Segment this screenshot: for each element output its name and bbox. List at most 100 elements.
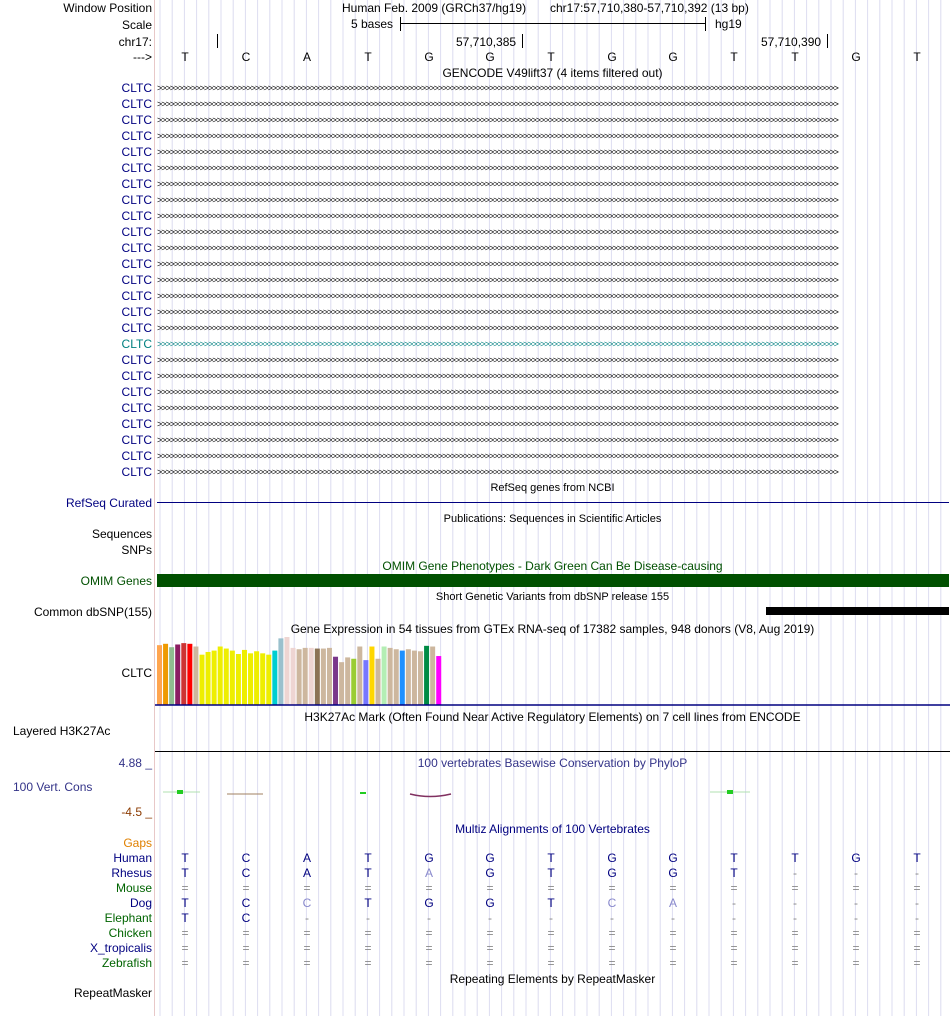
gencode-item-label[interactable]: CLTC <box>121 113 152 127</box>
gtex-tissue-bar[interactable] <box>187 643 193 705</box>
gtex-tissue-bar[interactable] <box>290 647 296 705</box>
gtex-tissue-bar[interactable] <box>375 658 381 705</box>
gencode-transcript-intron[interactable]: >>>>>>>>>>>>>>>>>>>>>>>>>>>>>>>>>>>>>>>>… <box>157 372 839 380</box>
dbsnp-label[interactable]: Common dbSNP(155) <box>33 605 152 619</box>
gtex-tissue-bar[interactable] <box>223 648 229 705</box>
gencode-transcript-intron[interactable]: >>>>>>>>>>>>>>>>>>>>>>>>>>>>>>>>>>>>>>>>… <box>157 196 839 204</box>
gtex-tissue-bar[interactable] <box>169 647 175 705</box>
gtex-tissue-bar[interactable] <box>314 648 320 705</box>
multiz-species-label[interactable]: Dog <box>129 896 152 910</box>
omim-label[interactable]: OMIM Genes <box>80 574 152 588</box>
conservation-track-title[interactable]: 100 vertebrates Basewise Conservation by… <box>417 756 688 770</box>
gencode-transcript-intron[interactable]: >>>>>>>>>>>>>>>>>>>>>>>>>>>>>>>>>>>>>>>>… <box>157 420 839 428</box>
gtex-tissue-bar[interactable] <box>320 648 326 705</box>
gencode-transcript-intron[interactable]: >>>>>>>>>>>>>>>>>>>>>>>>>>>>>>>>>>>>>>>>… <box>157 388 839 396</box>
gtex-tissue-bar[interactable] <box>345 657 351 705</box>
gencode-transcript-intron[interactable]: >>>>>>>>>>>>>>>>>>>>>>>>>>>>>>>>>>>>>>>>… <box>157 292 839 300</box>
gencode-item-label[interactable]: CLTC <box>121 97 152 111</box>
gtex-tissue-bar[interactable] <box>405 649 411 705</box>
gtex-tissue-bar[interactable] <box>163 643 169 705</box>
gencode-transcript-intron[interactable]: >>>>>>>>>>>>>>>>>>>>>>>>>>>>>>>>>>>>>>>>… <box>157 244 839 252</box>
gtex-tissue-bar[interactable] <box>248 653 254 705</box>
gencode-item-label[interactable]: CLTC <box>121 433 152 447</box>
gtex-tissue-bar[interactable] <box>181 643 187 705</box>
gtex-tissue-bar[interactable] <box>205 651 211 705</box>
gencode-item-label[interactable]: CLTC <box>121 337 152 351</box>
gencode-item-label[interactable]: CLTC <box>121 145 152 159</box>
gencode-item-label[interactable]: CLTC <box>121 353 152 367</box>
gtex-tissue-bar[interactable] <box>411 650 417 705</box>
multiz-species-label[interactable]: Human <box>113 851 152 865</box>
gencode-transcript-intron[interactable]: >>>>>>>>>>>>>>>>>>>>>>>>>>>>>>>>>>>>>>>>… <box>157 260 839 268</box>
gtex-tissue-bar[interactable] <box>266 654 272 705</box>
gtex-tissue-bar[interactable] <box>339 662 345 705</box>
gtex-tissue-bar[interactable] <box>193 646 199 705</box>
publications-track-title[interactable]: Publications: Sequences in Scientific Ar… <box>443 513 662 525</box>
gtex-tissue-bar[interactable] <box>199 654 205 705</box>
gencode-item-label[interactable]: CLTC <box>121 225 152 239</box>
gtex-tissue-bar[interactable] <box>308 647 314 705</box>
gencode-transcript-intron[interactable]: >>>>>>>>>>>>>>>>>>>>>>>>>>>>>>>>>>>>>>>>… <box>157 276 839 284</box>
publications-label-sequences[interactable]: Sequences <box>91 527 152 541</box>
gtex-tissue-bar[interactable] <box>260 653 266 705</box>
gencode-item-label[interactable]: CLTC <box>121 449 152 463</box>
gencode-item-label[interactable]: CLTC <box>121 161 152 175</box>
gtex-tissue-bar[interactable] <box>175 644 181 705</box>
gtex-bar-chart[interactable] <box>155 635 950 707</box>
gtex-label[interactable]: CLTC <box>121 666 152 680</box>
gtex-tissue-bar[interactable] <box>235 654 241 705</box>
repeatmasker-track-title[interactable]: Repeating Elements by RepeatMasker <box>449 972 656 986</box>
gencode-transcript-intron[interactable]: >>>>>>>>>>>>>>>>>>>>>>>>>>>>>>>>>>>>>>>>… <box>157 452 839 460</box>
multiz-species-label[interactable]: Rhesus <box>111 866 152 880</box>
gencode-transcript-intron[interactable]: >>>>>>>>>>>>>>>>>>>>>>>>>>>>>>>>>>>>>>>>… <box>157 212 839 220</box>
gtex-tissue-bar[interactable] <box>241 649 247 705</box>
gencode-item-label[interactable]: CLTC <box>121 289 152 303</box>
gtex-tissue-bar[interactable] <box>369 646 375 705</box>
gtex-tissue-bar[interactable] <box>393 649 399 705</box>
gencode-transcript-intron[interactable]: >>>>>>>>>>>>>>>>>>>>>>>>>>>>>>>>>>>>>>>>… <box>157 228 839 236</box>
gencode-item-label[interactable]: CLTC <box>121 129 152 143</box>
gencode-transcript-intron[interactable]: >>>>>>>>>>>>>>>>>>>>>>>>>>>>>>>>>>>>>>>>… <box>157 132 839 140</box>
gtex-track-title[interactable]: Gene Expression in 54 tissues from GTEx … <box>290 622 815 636</box>
dbsnp-track-title[interactable]: Short Genetic Variants from dbSNP releas… <box>435 591 670 603</box>
gencode-item-label[interactable]: CLTC <box>121 257 152 271</box>
gencode-transcript-intron[interactable]: >>>>>>>>>>>>>>>>>>>>>>>>>>>>>>>>>>>>>>>>… <box>157 340 839 348</box>
gtex-tissue-bar[interactable] <box>296 649 302 705</box>
gencode-transcript-intron[interactable]: >>>>>>>>>>>>>>>>>>>>>>>>>>>>>>>>>>>>>>>>… <box>157 164 839 172</box>
dbsnp-feature-bar[interactable] <box>766 607 949 615</box>
multiz-species-label[interactable]: Mouse <box>115 881 152 895</box>
gtex-tissue-bar[interactable] <box>284 637 290 705</box>
gtex-tissue-bar[interactable] <box>254 651 260 705</box>
gtex-tissue-bar[interactable] <box>217 646 223 705</box>
gencode-transcript-intron[interactable]: >>>>>>>>>>>>>>>>>>>>>>>>>>>>>>>>>>>>>>>>… <box>157 324 839 332</box>
gtex-tissue-bar[interactable] <box>278 638 284 705</box>
gencode-item-label[interactable]: CLTC <box>121 321 152 335</box>
gtex-tissue-bar[interactable] <box>430 646 436 705</box>
gencode-item-label[interactable]: CLTC <box>121 465 152 479</box>
gencode-item-label[interactable]: CLTC <box>121 241 152 255</box>
gtex-tissue-bar[interactable] <box>157 645 162 705</box>
gtex-tissue-bar[interactable] <box>424 645 430 705</box>
gencode-transcript-intron[interactable]: >>>>>>>>>>>>>>>>>>>>>>>>>>>>>>>>>>>>>>>>… <box>157 84 839 92</box>
gencode-item-label[interactable]: CLTC <box>121 369 152 383</box>
gencode-item-label[interactable]: CLTC <box>121 385 152 399</box>
gencode-item-label[interactable]: CLTC <box>121 193 152 207</box>
gtex-tissue-bar[interactable] <box>418 651 424 705</box>
multiz-species-label[interactable]: Chicken <box>108 926 152 940</box>
gencode-item-label[interactable]: CLTC <box>121 417 152 431</box>
gtex-tissue-bar[interactable] <box>399 650 405 705</box>
gencode-transcript-intron[interactable]: >>>>>>>>>>>>>>>>>>>>>>>>>>>>>>>>>>>>>>>>… <box>157 116 839 124</box>
multiz-species-label[interactable]: X_tropicalis <box>89 941 152 955</box>
gencode-transcript-intron[interactable]: >>>>>>>>>>>>>>>>>>>>>>>>>>>>>>>>>>>>>>>>… <box>157 100 839 108</box>
omim-track-title[interactable]: OMIM Gene Phenotypes - Dark Green Can Be… <box>382 559 723 573</box>
gtex-tissue-bar[interactable] <box>333 656 339 705</box>
refseq-track-title[interactable]: RefSeq genes from NCBI <box>490 482 615 494</box>
gencode-item-label[interactable]: CLTC <box>121 401 152 415</box>
gtex-tissue-bar[interactable] <box>436 656 442 705</box>
repeatmasker-label[interactable]: RepeatMasker <box>73 986 152 1000</box>
gencode-transcript-intron[interactable]: >>>>>>>>>>>>>>>>>>>>>>>>>>>>>>>>>>>>>>>>… <box>157 148 839 156</box>
gencode-transcript-intron[interactable]: >>>>>>>>>>>>>>>>>>>>>>>>>>>>>>>>>>>>>>>>… <box>157 436 839 444</box>
gtex-tissue-bar[interactable] <box>326 647 332 705</box>
gtex-tissue-bar[interactable] <box>302 647 308 705</box>
refseq-label[interactable]: RefSeq Curated <box>65 496 152 510</box>
